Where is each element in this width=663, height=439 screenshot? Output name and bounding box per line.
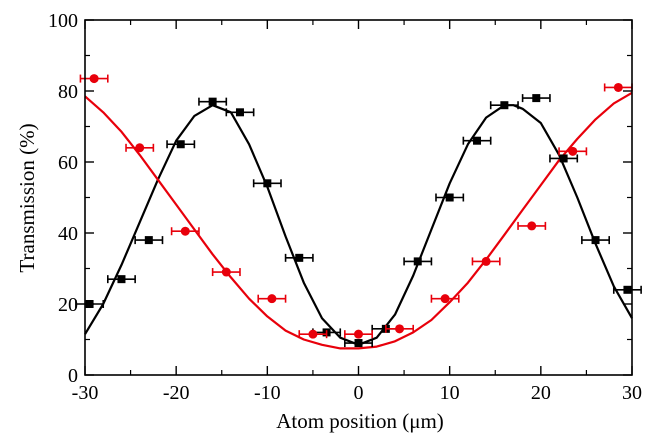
- data-point-s2-7: [344, 329, 373, 339]
- data-point-s1-6: [225, 108, 255, 117]
- square-marker: [263, 179, 272, 188]
- square-marker: [176, 140, 185, 149]
- y-tick-label: 40: [58, 223, 78, 245]
- circle-marker: [221, 267, 231, 277]
- data-point-s1-16: [521, 94, 551, 103]
- data-point-s1-19: [612, 285, 642, 294]
- data-point-s2-8: [385, 324, 415, 334]
- x-axis-label: Atom position (μm): [276, 409, 444, 433]
- circle-marker: [568, 146, 578, 156]
- circle-marker: [89, 74, 99, 84]
- square-marker: [295, 253, 304, 262]
- square-marker: [500, 101, 509, 110]
- data-point-s2-6: [298, 329, 328, 339]
- fit-line-1: [84, 104, 633, 346]
- fit-lines: [84, 91, 633, 350]
- x-tick-label: 30: [622, 382, 642, 404]
- square-marker: [413, 257, 422, 266]
- plot-frame: [84, 19, 633, 376]
- data-point-s1-13: [435, 193, 465, 202]
- x-tick-label: 20: [531, 382, 551, 404]
- data-point-s1-3: [134, 236, 164, 245]
- data-point-s2-3: [170, 226, 200, 236]
- data-point-s1-5: [198, 97, 228, 106]
- data-point-s1-4: [166, 140, 196, 149]
- x-tick-label: 10: [440, 382, 460, 404]
- square-marker: [623, 285, 632, 294]
- square-marker: [235, 108, 244, 117]
- circle-marker: [267, 294, 277, 304]
- square-marker: [445, 193, 454, 202]
- circle-marker: [481, 256, 491, 266]
- x-tick-label: -20: [163, 382, 190, 404]
- data-point-s2-11: [517, 221, 547, 231]
- square-marker: [117, 275, 126, 284]
- y-tick-label: 60: [58, 152, 78, 174]
- data-point-s1-12: [403, 257, 433, 266]
- square-marker: [473, 136, 482, 145]
- data-point-s1-15: [489, 101, 519, 110]
- circle-marker: [527, 221, 537, 231]
- y-tick-label: 100: [48, 10, 78, 32]
- fit-line-2: [84, 91, 633, 350]
- y-axis-label: Transmission (%): [15, 123, 39, 272]
- circle-marker: [180, 226, 190, 236]
- data-point-s1-14: [462, 136, 492, 145]
- square-marker: [354, 339, 363, 348]
- circle-marker: [354, 329, 363, 339]
- data-point-s1-17: [549, 154, 579, 163]
- data-point-s2-5: [257, 294, 287, 304]
- circle-marker: [135, 143, 145, 153]
- data-point-s2-9: [430, 294, 460, 304]
- circle-marker: [308, 329, 318, 339]
- x-tick-label: -10: [254, 382, 281, 404]
- circle-marker: [395, 324, 405, 334]
- axis-ticks: [84, 19, 633, 376]
- data-point-s1-8: [284, 253, 314, 262]
- square-marker: [144, 236, 153, 245]
- y-tick-label: 80: [58, 81, 78, 103]
- data-markers: [75, 74, 642, 348]
- square-marker: [591, 236, 600, 245]
- square-marker: [208, 97, 217, 106]
- circle-marker: [613, 82, 623, 92]
- tick-labels: -30 -20 -10 0 10 20 30 0 20 40 60 80 100: [48, 10, 642, 404]
- circle-marker: [440, 294, 450, 304]
- x-tick-label: 0: [354, 382, 364, 404]
- data-point-s1-18: [581, 236, 611, 245]
- data-point-s2-12: [558, 146, 588, 156]
- y-tick-label: 0: [68, 365, 78, 387]
- square-marker: [559, 154, 568, 163]
- x-tick-label: -30: [72, 382, 99, 404]
- y-tick-label: 20: [58, 294, 78, 316]
- data-point-s1-2: [106, 275, 136, 284]
- plot-border: [84, 19, 633, 376]
- data-point-s2-2: [125, 143, 155, 153]
- data-point-s1-7: [252, 179, 282, 188]
- data-point-s2-4: [211, 267, 241, 277]
- square-marker: [532, 94, 541, 103]
- data-point-s1-10: [344, 339, 373, 348]
- data-point-s2-10: [471, 256, 501, 266]
